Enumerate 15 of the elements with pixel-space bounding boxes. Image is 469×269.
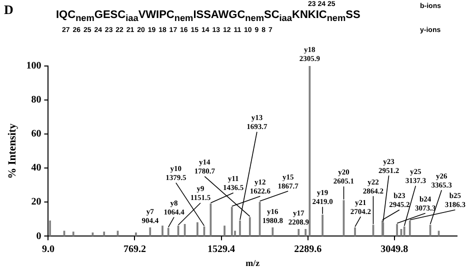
chart-title: D [4,2,14,18]
y-tick-label: 60 [31,128,42,140]
x-tick-label: 9.0 [42,244,54,255]
y-axis-title: % Intensity [6,122,18,179]
y-tick-label: 100 [26,60,42,72]
x-tick-label: 1529.4 [208,244,236,255]
x-axis-title: m/z [246,258,260,268]
y-tick-label: 40 [31,162,42,174]
x-tick-label: 2289.6 [294,244,322,255]
y-tick-label: 80 [31,94,42,106]
x-tick-label: 3049.8 [380,244,408,255]
y-tick-label: 0 [36,230,42,242]
text: IQC$_{nem}$GESC$_{iaa}$VWIPC$_{nem}$ISSAWGC$_{nem}$SC$_{iaa}$KNKIC$_{nem}$SS [56,9,360,24]
y-tick-label: 20 [31,196,42,208]
x-tick-label: 769.2 [123,244,146,255]
